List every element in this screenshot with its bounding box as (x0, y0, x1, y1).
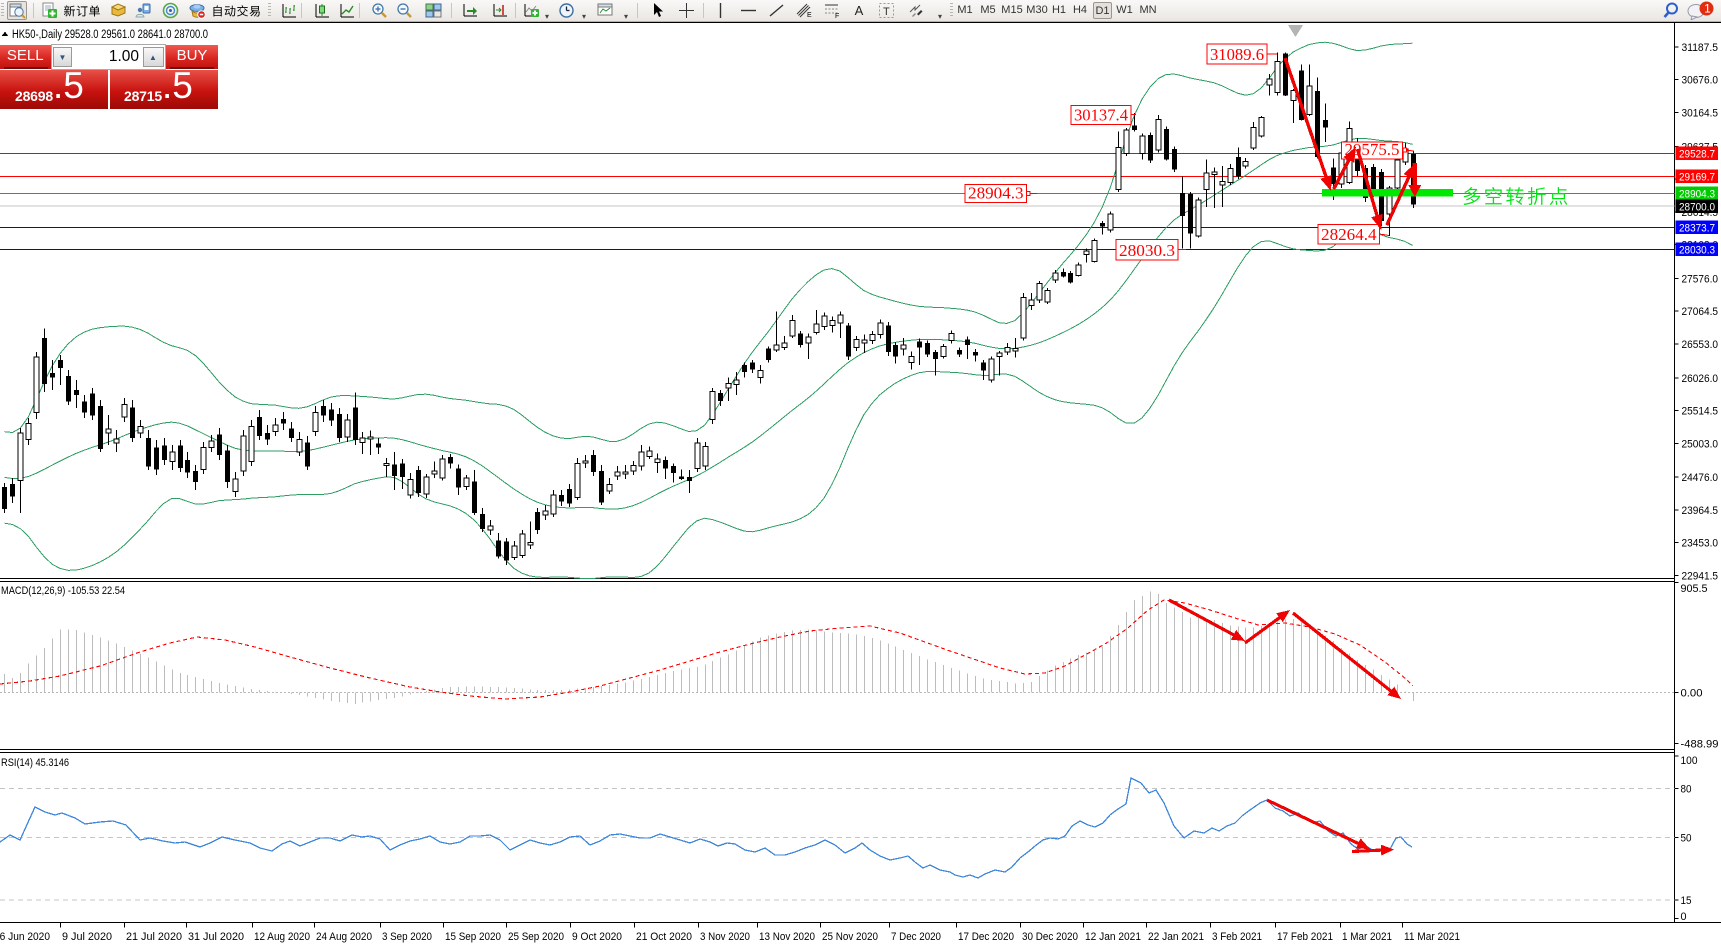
svg-text:12 Aug 2020: 12 Aug 2020 (254, 931, 310, 943)
svg-text:28030.3: 28030.3 (1119, 241, 1175, 260)
svg-text:3 Sep 2020: 3 Sep 2020 (382, 931, 432, 943)
svg-text:15: 15 (1681, 895, 1692, 907)
svg-text:3 Feb 2021: 3 Feb 2021 (1212, 931, 1262, 943)
svg-text:1: 1 (1704, 4, 1710, 16)
svg-text:25 Sep 2020: 25 Sep 2020 (508, 931, 564, 943)
svg-text:24476.0: 24476.0 (1682, 472, 1719, 484)
svg-text:28904.3: 28904.3 (1679, 189, 1715, 201)
svg-text:27576.0: 27576.0 (1682, 273, 1719, 285)
svg-text:30164.5: 30164.5 (1682, 108, 1719, 120)
svg-text:0.00: 0.00 (1681, 687, 1703, 699)
svg-text:12 Jan 2021: 12 Jan 2021 (1085, 931, 1141, 943)
svg-text:31 Jul 2020: 31 Jul 2020 (188, 931, 244, 943)
svg-text:80: 80 (1681, 784, 1692, 796)
svg-text:31187.5: 31187.5 (1682, 42, 1719, 54)
svg-text:100: 100 (1681, 755, 1698, 767)
svg-text:26553.0: 26553.0 (1682, 339, 1719, 351)
svg-text:28264.4: 28264.4 (1321, 225, 1377, 244)
svg-text:22941.5: 22941.5 (1682, 570, 1719, 582)
svg-text:25514.5: 25514.5 (1682, 406, 1719, 418)
svg-text:30676.0: 30676.0 (1682, 75, 1719, 87)
svg-text:31089.6: 31089.6 (1210, 45, 1264, 64)
svg-text:-488.99: -488.99 (1681, 739, 1719, 751)
svg-text:28904.3: 28904.3 (968, 184, 1024, 203)
svg-text:23453.0: 23453.0 (1682, 538, 1719, 550)
svg-text:29169.7: 29169.7 (1679, 172, 1715, 184)
svg-text:28030.3: 28030.3 (1679, 245, 1715, 257)
svg-text:25 Nov 2020: 25 Nov 2020 (822, 931, 878, 943)
svg-text:E: E (807, 12, 812, 19)
svg-text:RSI(14) 45.3146: RSI(14) 45.3146 (1, 757, 69, 769)
svg-text:9 Jul 2020: 9 Jul 2020 (62, 931, 112, 943)
svg-text:28700.0: 28700.0 (1679, 202, 1715, 214)
svg-text:17 Dec 2020: 17 Dec 2020 (958, 931, 1014, 943)
svg-text:T: T (883, 6, 890, 18)
svg-text:50: 50 (1681, 832, 1692, 844)
svg-text:30137.4: 30137.4 (1074, 106, 1128, 125)
svg-text:26026.0: 26026.0 (1682, 373, 1719, 385)
svg-text:29528.7: 29528.7 (1679, 149, 1715, 161)
svg-text:22 Jan 2021: 22 Jan 2021 (1148, 931, 1204, 943)
svg-text:7 Dec 2020: 7 Dec 2020 (891, 931, 941, 943)
svg-text:3 Nov 2020: 3 Nov 2020 (700, 931, 750, 943)
svg-text:905.5: 905.5 (1681, 583, 1708, 595)
svg-text:9 Oct 2020: 9 Oct 2020 (572, 931, 622, 943)
svg-text:24 Aug 2020: 24 Aug 2020 (316, 931, 372, 943)
svg-text:11 Mar 2021: 11 Mar 2021 (1404, 931, 1460, 943)
svg-text:27064.5: 27064.5 (1682, 306, 1719, 318)
svg-text:0: 0 (1681, 911, 1687, 923)
svg-text:26 Jun 2020: 26 Jun 2020 (0, 931, 50, 943)
svg-text:1 Mar 2021: 1 Mar 2021 (1342, 931, 1392, 943)
svg-text:30 Dec 2020: 30 Dec 2020 (1022, 931, 1078, 943)
svg-text:15 Sep 2020: 15 Sep 2020 (445, 931, 501, 943)
svg-text:28373.7: 28373.7 (1679, 223, 1715, 235)
svg-text:13 Nov 2020: 13 Nov 2020 (759, 931, 815, 943)
svg-text:21 Oct 2020: 21 Oct 2020 (636, 931, 692, 943)
svg-text:HK50-,Daily 29528.0 29561.0 2: HK50-,Daily 29528.0 29561.0 28641.0 2870… (12, 29, 208, 41)
svg-text:17 Feb 2021: 17 Feb 2021 (1277, 931, 1333, 943)
svg-text:F: F (835, 13, 839, 19)
svg-text:23964.5: 23964.5 (1682, 505, 1719, 517)
svg-text:25003.0: 25003.0 (1682, 438, 1719, 450)
svg-text:21 Jul 2020: 21 Jul 2020 (126, 931, 182, 943)
svg-text:MACD(12,26,9) -105.53 22.54: MACD(12,26,9) -105.53 22.54 (1, 585, 125, 597)
